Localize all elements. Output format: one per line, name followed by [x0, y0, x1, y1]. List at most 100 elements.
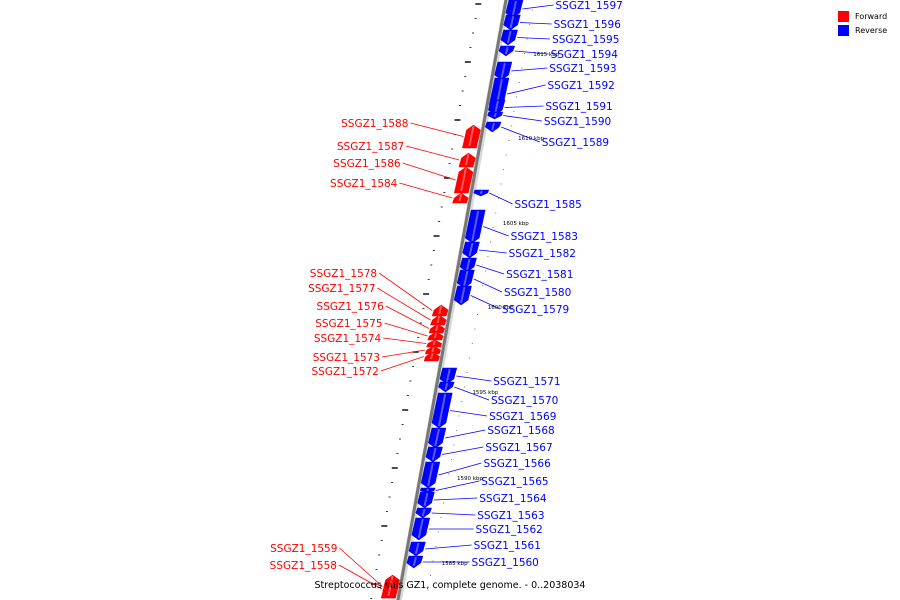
gene-label[interactable]: SSGZ1_1576	[317, 301, 385, 313]
gene-feature[interactable]	[381, 579, 399, 599]
gene-leader-line	[399, 182, 453, 199]
gene-leader-line	[511, 67, 548, 72]
gene-label[interactable]: SSGZ1_1586	[333, 158, 401, 170]
gene-leader-line	[483, 226, 509, 237]
gene-label[interactable]: SSGZ1_1597	[556, 0, 623, 12]
gene-label[interactable]: SSGZ1_1595	[552, 34, 619, 46]
gene-feature[interactable]	[406, 555, 424, 569]
gene-leader-line	[456, 375, 492, 382]
gene-highlight	[471, 210, 480, 242]
gene-label[interactable]: SSGZ1_1572	[312, 366, 379, 378]
gene-highlight	[479, 190, 483, 195]
reverse-swatch	[838, 24, 849, 36]
gene-label[interactable]: SSGZ1_1568	[487, 425, 554, 437]
gene-label[interactable]: SSGZ1_1589	[542, 137, 609, 149]
gene-label[interactable]: SSGZ1_1581	[506, 269, 573, 281]
gene-label[interactable]: SSGZ1_1588	[341, 118, 408, 130]
gene-label[interactable]: SSGZ1_1578	[310, 268, 377, 280]
gene-feature[interactable]	[423, 351, 440, 362]
gene-leader-line	[384, 322, 428, 337]
gene-label[interactable]: SSGZ1_1561	[474, 540, 541, 552]
gene-label[interactable]: SSGZ1_1574	[314, 333, 382, 345]
gene-highlight	[435, 324, 439, 332]
gene-feature[interactable]	[462, 124, 481, 149]
gene-highlight	[504, 46, 509, 55]
backbone-line	[396, 0, 508, 600]
gene-feature[interactable]	[494, 61, 513, 81]
gene-leader-line	[522, 4, 554, 10]
gene-label[interactable]: SSGZ1_1593	[549, 63, 616, 75]
map-title: Streptococcus suis GZ1, complete genome.…	[315, 580, 586, 591]
gene-leader-line	[438, 462, 482, 476]
gene-highlight	[463, 270, 469, 287]
gene-label[interactable]: SSGZ1_1565	[481, 476, 548, 488]
gene-feature[interactable]	[464, 209, 486, 244]
tick-marks	[370, 3, 533, 599]
gene-label[interactable]: SSGZ1_1577	[308, 283, 375, 295]
gene-highlight	[412, 556, 417, 567]
gene-feature[interactable]	[462, 241, 480, 259]
gene-feature[interactable]	[411, 517, 431, 541]
gene-leader-line	[506, 84, 546, 95]
gene-leader-line	[383, 337, 427, 344]
gene-label[interactable]: SSGZ1_1567	[485, 442, 552, 454]
legend-reverse: Reverse	[838, 23, 887, 37]
gene-label[interactable]: SSGZ1_1570	[491, 395, 558, 407]
gene-feature[interactable]	[487, 111, 504, 120]
gene-label[interactable]: SSGZ1_1566	[483, 458, 551, 470]
gene-feature[interactable]	[453, 285, 472, 306]
gene-label[interactable]: SSGZ1_1584	[330, 178, 398, 190]
gene-label[interactable]: SSGZ1_1569	[489, 411, 556, 423]
gene-label[interactable]: SSGZ1_1592	[548, 80, 615, 92]
gene-label[interactable]: SSGZ1_1562	[476, 524, 543, 536]
gene-label[interactable]: SSGZ1_1583	[511, 231, 578, 243]
gene-label[interactable]: SSGZ1_1573	[313, 352, 380, 364]
gene-feature[interactable]	[439, 367, 458, 385]
gene-label[interactable]: SSGZ1_1571	[493, 376, 560, 388]
gene-feature[interactable]	[431, 392, 453, 429]
gene-label[interactable]: SSGZ1_1579	[502, 304, 569, 316]
gene-feature[interactable]	[459, 257, 477, 273]
gene-highlight	[423, 492, 429, 507]
gene-feature[interactable]	[428, 427, 447, 449]
gene-label[interactable]: SSGZ1_1596	[554, 19, 622, 31]
gene-highlight	[500, 62, 506, 79]
gene-feature[interactable]	[484, 121, 502, 133]
gene-label[interactable]: SSGZ1_1582	[509, 248, 576, 260]
legend-reverse-label: Reverse	[855, 25, 888, 35]
gene-leader-line	[378, 272, 433, 311]
gene-feature[interactable]	[420, 461, 441, 489]
gene-label[interactable]: SSGZ1_1563	[477, 510, 544, 522]
gene-label[interactable]: SSGZ1_1559	[270, 543, 337, 555]
gene-label[interactable]: SSGZ1_1594	[551, 49, 619, 61]
gene-feature[interactable]	[456, 269, 475, 289]
gene-leader-line	[442, 446, 484, 455]
genome-backbone	[395, 0, 511, 600]
gene-label[interactable]: SSGZ1_1564	[479, 493, 547, 505]
gene-label[interactable]: SSGZ1_1591	[545, 101, 612, 113]
gene-label[interactable]: SSGZ1_1590	[544, 116, 611, 128]
gene-feature[interactable]	[438, 381, 455, 393]
scale-label: 1585 kbp	[442, 561, 468, 567]
gene-feature[interactable]	[452, 192, 469, 204]
gene-label[interactable]: SSGZ1_1587	[337, 141, 404, 153]
legend-forward-label: Forward	[855, 11, 888, 21]
gene-feature[interactable]	[417, 491, 435, 509]
gene-feature[interactable]	[408, 541, 426, 557]
gene-highlight	[493, 112, 497, 118]
gene-label[interactable]: SSGZ1_1560	[472, 557, 539, 569]
gene-label[interactable]: SSGZ1_1575	[315, 318, 382, 330]
gene-feature[interactable]	[473, 189, 490, 197]
gene-feature[interactable]	[415, 507, 432, 519]
scale-label: 1615 kbp	[533, 52, 559, 58]
gene-label[interactable]: SSGZ1_1558	[270, 560, 337, 572]
gene-feature[interactable]	[425, 446, 443, 463]
gene-feature[interactable]	[503, 14, 521, 31]
gene-label[interactable]: SSGZ1_1580	[504, 287, 571, 299]
gene-feature[interactable]	[498, 45, 516, 57]
gene-highlight	[458, 193, 463, 202]
gene-leader-line	[377, 287, 431, 321]
gene-feature[interactable]	[500, 29, 518, 46]
gene-highlight	[460, 167, 467, 192]
gene-label[interactable]: SSGZ1_1585	[515, 199, 582, 211]
